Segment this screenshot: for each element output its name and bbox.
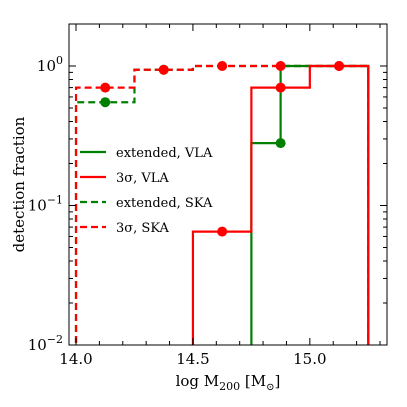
x-tick-label-0: 14.0	[59, 350, 92, 368]
y-tick-label-base-0: 10	[37, 57, 56, 75]
y-tick-label-exponent-0: 0	[56, 54, 63, 67]
x-axis-label-unit-close: ]	[275, 372, 281, 390]
x-axis-label-unit-subscript: ⊙	[266, 382, 274, 393]
legend-label-extended-ska: extended, SKA	[116, 196, 213, 211]
y-tick-label-1: 10−1	[28, 193, 63, 214]
data-point-3sigma-ska-2	[217, 60, 228, 71]
y-tick-label-exponent-2: −2	[47, 333, 63, 346]
y-tick-label-base-1: 10	[28, 196, 47, 214]
x-axis-label-main: log M	[176, 372, 220, 390]
y-tick-label-0: 100	[37, 54, 63, 75]
legend-label-3sigma-vla: 3σ, VLA	[116, 171, 169, 186]
plot-area	[74, 60, 370, 345]
plot-series-group	[74, 60, 370, 345]
x-tick-label-1: 14.5	[176, 350, 209, 368]
data-point-3sigma-ska-3	[275, 60, 286, 71]
data-point-extended-ska-0	[100, 97, 111, 108]
y-tick-label-exponent-1: −1	[47, 193, 63, 206]
data-point-3sigma-ska-0	[100, 82, 111, 93]
legend-label-3sigma-ska: 3σ, SKA	[116, 221, 170, 236]
data-point-3sigma-vla-2	[334, 60, 345, 71]
legend: extended, VLA 3σ, VLA extended, SKA 3σ, SKA	[80, 146, 213, 236]
data-point-3sigma-vla-1	[275, 82, 286, 93]
y-axis-label: detection fraction	[10, 116, 28, 252]
data-point-3sigma-ska-1	[158, 64, 169, 75]
legend-label-extended-vla: extended, VLA	[116, 146, 213, 161]
y-tick-label-base-2: 10	[28, 336, 47, 354]
x-axis-label-subscript: 200	[219, 380, 240, 393]
x-axis-label-unit-open: [M	[240, 372, 266, 390]
data-point-3sigma-vla-0	[217, 226, 228, 237]
axes-box	[68, 23, 388, 346]
x-axis-label: log M200 [M⊙]	[176, 372, 281, 393]
data-point-extended-vla-0	[275, 138, 286, 149]
axes-frame	[68, 23, 388, 346]
y-tick-label-2: 10−2	[28, 333, 63, 354]
x-tick-label-2: 15.0	[293, 350, 326, 368]
